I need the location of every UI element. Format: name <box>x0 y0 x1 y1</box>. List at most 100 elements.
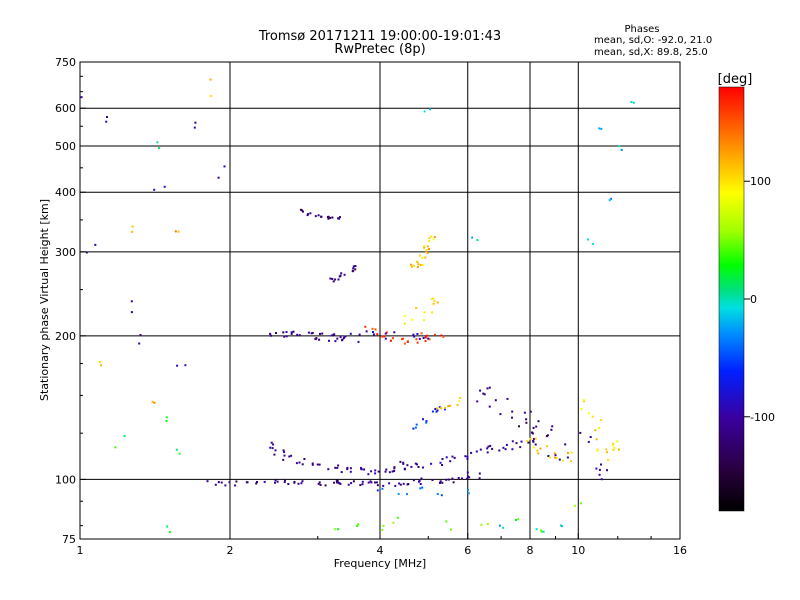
data-point <box>275 332 277 334</box>
data-point <box>114 446 117 449</box>
data-point <box>246 481 249 484</box>
data-point <box>419 487 422 490</box>
phase-stats-x-mode: mean, sd,X: 89.8, 25.0 <box>594 47 708 58</box>
data-point <box>271 447 274 450</box>
data-point <box>374 481 376 484</box>
data-point <box>511 410 514 413</box>
data-point <box>426 334 428 337</box>
phase-stats-heading: Phases <box>624 24 659 35</box>
data-point <box>316 463 319 466</box>
data-point <box>486 451 489 454</box>
data-point <box>422 418 424 421</box>
y-tick-label: 200 <box>55 330 76 343</box>
data-point <box>413 335 416 338</box>
data-point <box>426 245 429 248</box>
data-point <box>403 342 406 345</box>
data-point <box>174 230 177 233</box>
data-point <box>620 148 623 151</box>
data-point <box>606 469 608 472</box>
data-point <box>399 483 402 486</box>
data-point <box>425 250 428 253</box>
data-point <box>529 437 532 440</box>
data-point <box>457 477 460 479</box>
data-point <box>352 270 355 273</box>
data-point <box>424 256 427 259</box>
data-point <box>346 468 349 471</box>
data-point <box>374 469 377 472</box>
data-point <box>412 427 415 430</box>
data-point <box>588 412 591 415</box>
data-point <box>131 225 134 228</box>
data-point <box>419 254 421 257</box>
data-point <box>580 408 583 411</box>
data-point <box>573 504 576 507</box>
data-point <box>504 448 507 451</box>
data-point <box>605 448 608 451</box>
data-point <box>439 481 441 484</box>
data-point <box>359 484 362 487</box>
data-point <box>333 481 336 484</box>
data-point <box>287 483 290 485</box>
data-point <box>349 467 352 470</box>
y-tick-label: 750 <box>55 56 76 69</box>
data-point <box>429 108 431 111</box>
chart-subtitle: RwPretec (8p) <box>334 42 425 57</box>
data-point <box>273 453 276 456</box>
data-point <box>406 340 409 343</box>
data-point <box>367 473 370 476</box>
data-point <box>540 530 543 533</box>
colorbar <box>718 86 745 512</box>
data-point <box>479 389 482 392</box>
data-point <box>413 264 415 267</box>
data-point <box>515 442 518 445</box>
data-point <box>591 242 594 245</box>
data-point <box>564 443 567 446</box>
data-point <box>340 471 343 474</box>
y-tick-label: 500 <box>55 140 76 153</box>
data-point <box>502 446 505 449</box>
data-point <box>433 236 436 239</box>
data-point <box>337 278 340 281</box>
data-point <box>542 530 545 533</box>
x-tick-label: 6 <box>464 544 471 557</box>
data-point <box>282 458 285 461</box>
data-point <box>418 480 421 482</box>
data-point <box>347 483 350 486</box>
data-point <box>298 334 301 337</box>
data-point <box>357 523 360 526</box>
data-point <box>382 524 385 527</box>
data-point <box>476 400 479 403</box>
data-point <box>545 435 548 438</box>
data-point <box>411 318 414 321</box>
y-tick-label: 400 <box>55 186 76 199</box>
data-point <box>282 449 285 452</box>
data-point <box>464 455 467 458</box>
data-point <box>398 482 401 485</box>
data-point <box>526 440 529 443</box>
data-point <box>570 460 572 463</box>
data-point <box>334 528 337 531</box>
data-point <box>123 435 126 438</box>
data-point <box>432 238 435 241</box>
data-point <box>536 449 539 452</box>
data-point <box>423 311 426 314</box>
data-point <box>632 101 635 104</box>
data-point <box>370 470 373 473</box>
data-point <box>423 245 426 248</box>
data-point <box>445 478 448 481</box>
data-point <box>612 449 615 451</box>
data-point <box>276 480 279 483</box>
data-point <box>535 528 538 531</box>
data-point <box>421 256 424 259</box>
data-point <box>302 210 304 213</box>
data-point <box>269 446 272 449</box>
data-point <box>482 392 485 395</box>
data-point <box>85 251 88 254</box>
data-point <box>447 405 450 408</box>
data-point <box>153 188 156 191</box>
data-point <box>532 446 535 449</box>
data-point <box>206 480 209 483</box>
x-tick-label: 10 <box>571 544 585 557</box>
data-point <box>630 101 633 103</box>
data-point <box>551 425 554 428</box>
